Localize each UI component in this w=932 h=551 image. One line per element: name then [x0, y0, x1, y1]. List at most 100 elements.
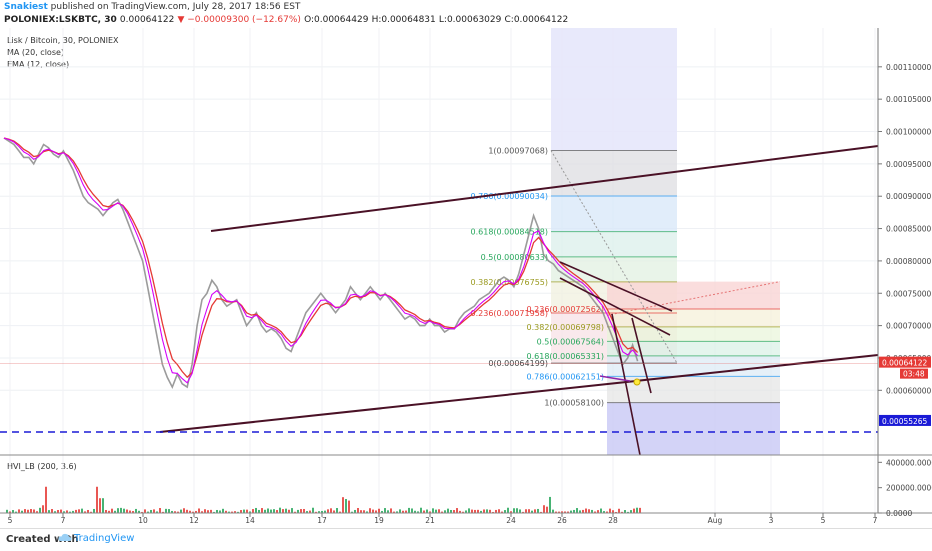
legend-volume: HVI_LB (200, 3.6) — [7, 462, 77, 471]
volume-bar — [639, 507, 641, 513]
volume-bar — [138, 510, 140, 513]
volume-bar — [312, 507, 314, 513]
volume-y-tick-label: 200000.0000 — [886, 484, 932, 493]
volume-bar — [447, 508, 449, 513]
volume-bar — [75, 509, 77, 513]
volume-bar — [378, 508, 380, 513]
volume-bar — [48, 510, 50, 513]
volume-bar — [465, 510, 467, 513]
volume-bar — [429, 511, 431, 513]
volume-bar — [540, 511, 542, 513]
tradingview-logo[interactable]: TradingView — [74, 533, 135, 544]
volume-bar — [54, 511, 56, 513]
volume-bar — [120, 507, 122, 513]
volume-bar — [384, 508, 386, 513]
volume-bar — [393, 511, 395, 513]
breakdown-line — [611, 313, 641, 456]
volume-y-tick-label: 0.0000 — [886, 509, 912, 518]
volume-bar — [333, 510, 335, 513]
volume-bar — [69, 511, 71, 513]
x-tick-label: 7 — [61, 516, 66, 525]
open-value: O:0.00064429 — [304, 15, 369, 25]
volume-bar — [543, 505, 545, 513]
fib-band — [607, 326, 780, 342]
volume-bar — [516, 508, 518, 513]
volume-bar — [27, 509, 29, 513]
countdown-tag — [900, 368, 928, 379]
volume-bar — [117, 508, 119, 513]
channel-upper-line — [210, 145, 879, 232]
volume-bar — [315, 511, 317, 513]
volume-bar — [264, 509, 266, 513]
volume-bar — [159, 508, 161, 513]
volume-bar — [495, 509, 497, 513]
volume-bar — [417, 511, 419, 513]
volume-bar — [258, 509, 260, 513]
volume-bar — [585, 508, 587, 513]
volume-bar — [636, 507, 638, 513]
fib-level-label: 1(0.00058100) — [544, 399, 604, 408]
volume-bar — [471, 509, 473, 513]
fib-level-label: 0.236(0.00071958) — [471, 309, 549, 318]
x-tick-label: 24 — [506, 516, 516, 525]
volume-bar — [60, 509, 62, 513]
volume-bar — [186, 509, 188, 513]
volume-bar — [72, 510, 74, 513]
volume-bar — [546, 506, 548, 513]
publish-info: published on TradingView.com, July 28, 2… — [50, 2, 301, 12]
volume-bar — [279, 507, 281, 513]
volume-bar — [354, 509, 356, 513]
volume-bar — [327, 509, 329, 513]
price-chart[interactable]: 1(0.00097068) 0.786(0.00090034) 0.618(0.00… — [0, 0, 932, 528]
volume-bar — [570, 510, 572, 513]
fib-level-label: 0.382(0.00069798) — [527, 323, 605, 332]
author-link[interactable]: Snakiest — [4, 2, 48, 12]
support-price-tag — [879, 414, 931, 426]
volume-bar — [42, 505, 44, 513]
volume-bar — [171, 510, 173, 513]
volume-bar — [561, 511, 563, 513]
countdown-tag-text: 03:48 — [903, 370, 925, 379]
x-tick-label: 21 — [425, 516, 435, 525]
volume-bar — [339, 511, 341, 513]
fib-level-label: 0.5(0.00080633) — [481, 253, 548, 262]
volume-bar — [309, 510, 311, 513]
volume-bar — [87, 509, 89, 513]
volume-bar — [408, 507, 410, 513]
volume-bar — [108, 510, 110, 513]
fib-band — [551, 231, 677, 257]
volume-bar — [183, 508, 185, 513]
x-tick-label: 17 — [317, 516, 327, 525]
y-tick-label: 0.00110000 — [886, 63, 932, 72]
volume-bar — [462, 511, 464, 513]
volume-bar — [195, 510, 197, 513]
volume-bar — [81, 508, 83, 513]
fib-level-label: 1(0.00097068) — [488, 146, 548, 155]
volume-bar — [381, 510, 383, 513]
volume-bar — [270, 509, 272, 513]
volume-bar — [201, 511, 203, 513]
fib-level-label: 0.618(0.00065331) — [527, 352, 605, 361]
volume-bar — [405, 510, 407, 513]
volume-bar — [210, 509, 212, 513]
fib-level-label: 0.786(0.00090034) — [471, 192, 549, 201]
y-tick-label: 0.00080000 — [886, 257, 932, 266]
fib-level-label: 0.5(0.00067564) — [537, 337, 604, 346]
volume-bar — [39, 507, 41, 513]
arrow-line — [599, 375, 631, 382]
last-price: 0.00064122 — [119, 15, 175, 25]
volume-bar — [66, 510, 68, 513]
volume-bar — [234, 511, 236, 513]
volume-bar — [480, 510, 482, 513]
volume-bar — [324, 510, 326, 513]
volume-bar — [555, 511, 557, 513]
volume-bar — [189, 510, 191, 513]
price-change: ▼ −0.00009300 (−12.67%) — [177, 15, 301, 25]
wedge-upper-line — [559, 261, 673, 312]
volume-bar — [624, 510, 626, 513]
y-tick-label: 0.00105000 — [886, 95, 932, 104]
volume-bar — [273, 509, 275, 513]
volume-bar — [621, 511, 623, 513]
volume-bar — [360, 510, 362, 513]
volume-bar — [336, 508, 338, 513]
